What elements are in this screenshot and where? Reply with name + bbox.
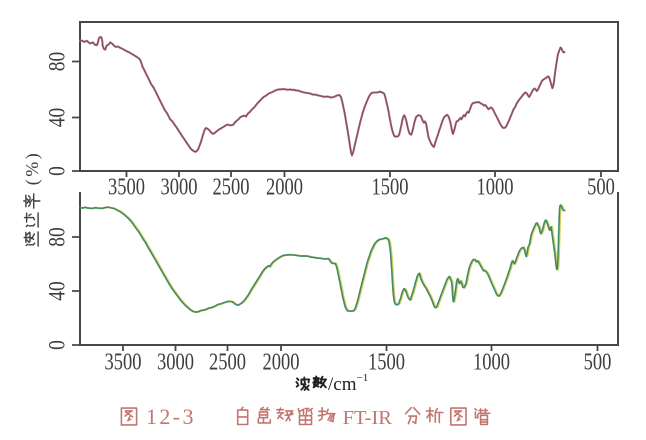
svg-text:3500: 3500 <box>108 173 145 200</box>
svg-text:500: 500 <box>584 348 612 375</box>
svg-text:12-3: 12-3 <box>146 404 196 429</box>
svg-text:3500: 3500 <box>105 348 142 375</box>
svg-text:2500: 2500 <box>213 173 250 200</box>
svg-text:3000: 3000 <box>157 348 194 375</box>
svg-text:80: 80 <box>44 52 70 71</box>
svg-text:3000: 3000 <box>161 173 198 200</box>
svg-text:1000: 1000 <box>477 173 514 200</box>
svg-text:2500: 2500 <box>209 348 246 375</box>
svg-text:2000: 2000 <box>266 173 303 200</box>
svg-text:0: 0 <box>44 166 70 176</box>
svg-text:0: 0 <box>44 340 70 350</box>
svg-text:500: 500 <box>587 173 615 200</box>
svg-text:40: 40 <box>44 108 70 127</box>
svg-text:1500: 1500 <box>368 348 405 375</box>
svg-text:2000: 2000 <box>263 348 300 375</box>
svg-text:FT-IR: FT-IR <box>343 407 393 429</box>
svg-text:−1: −1 <box>357 372 369 384</box>
svg-text:80: 80 <box>44 227 70 246</box>
svg-text:(%): (%) <box>22 151 43 185</box>
svg-text:40: 40 <box>44 281 70 300</box>
svg-text:1000: 1000 <box>473 348 510 375</box>
svg-text:1500: 1500 <box>372 173 409 200</box>
svg-text:/cm: /cm <box>328 374 357 395</box>
